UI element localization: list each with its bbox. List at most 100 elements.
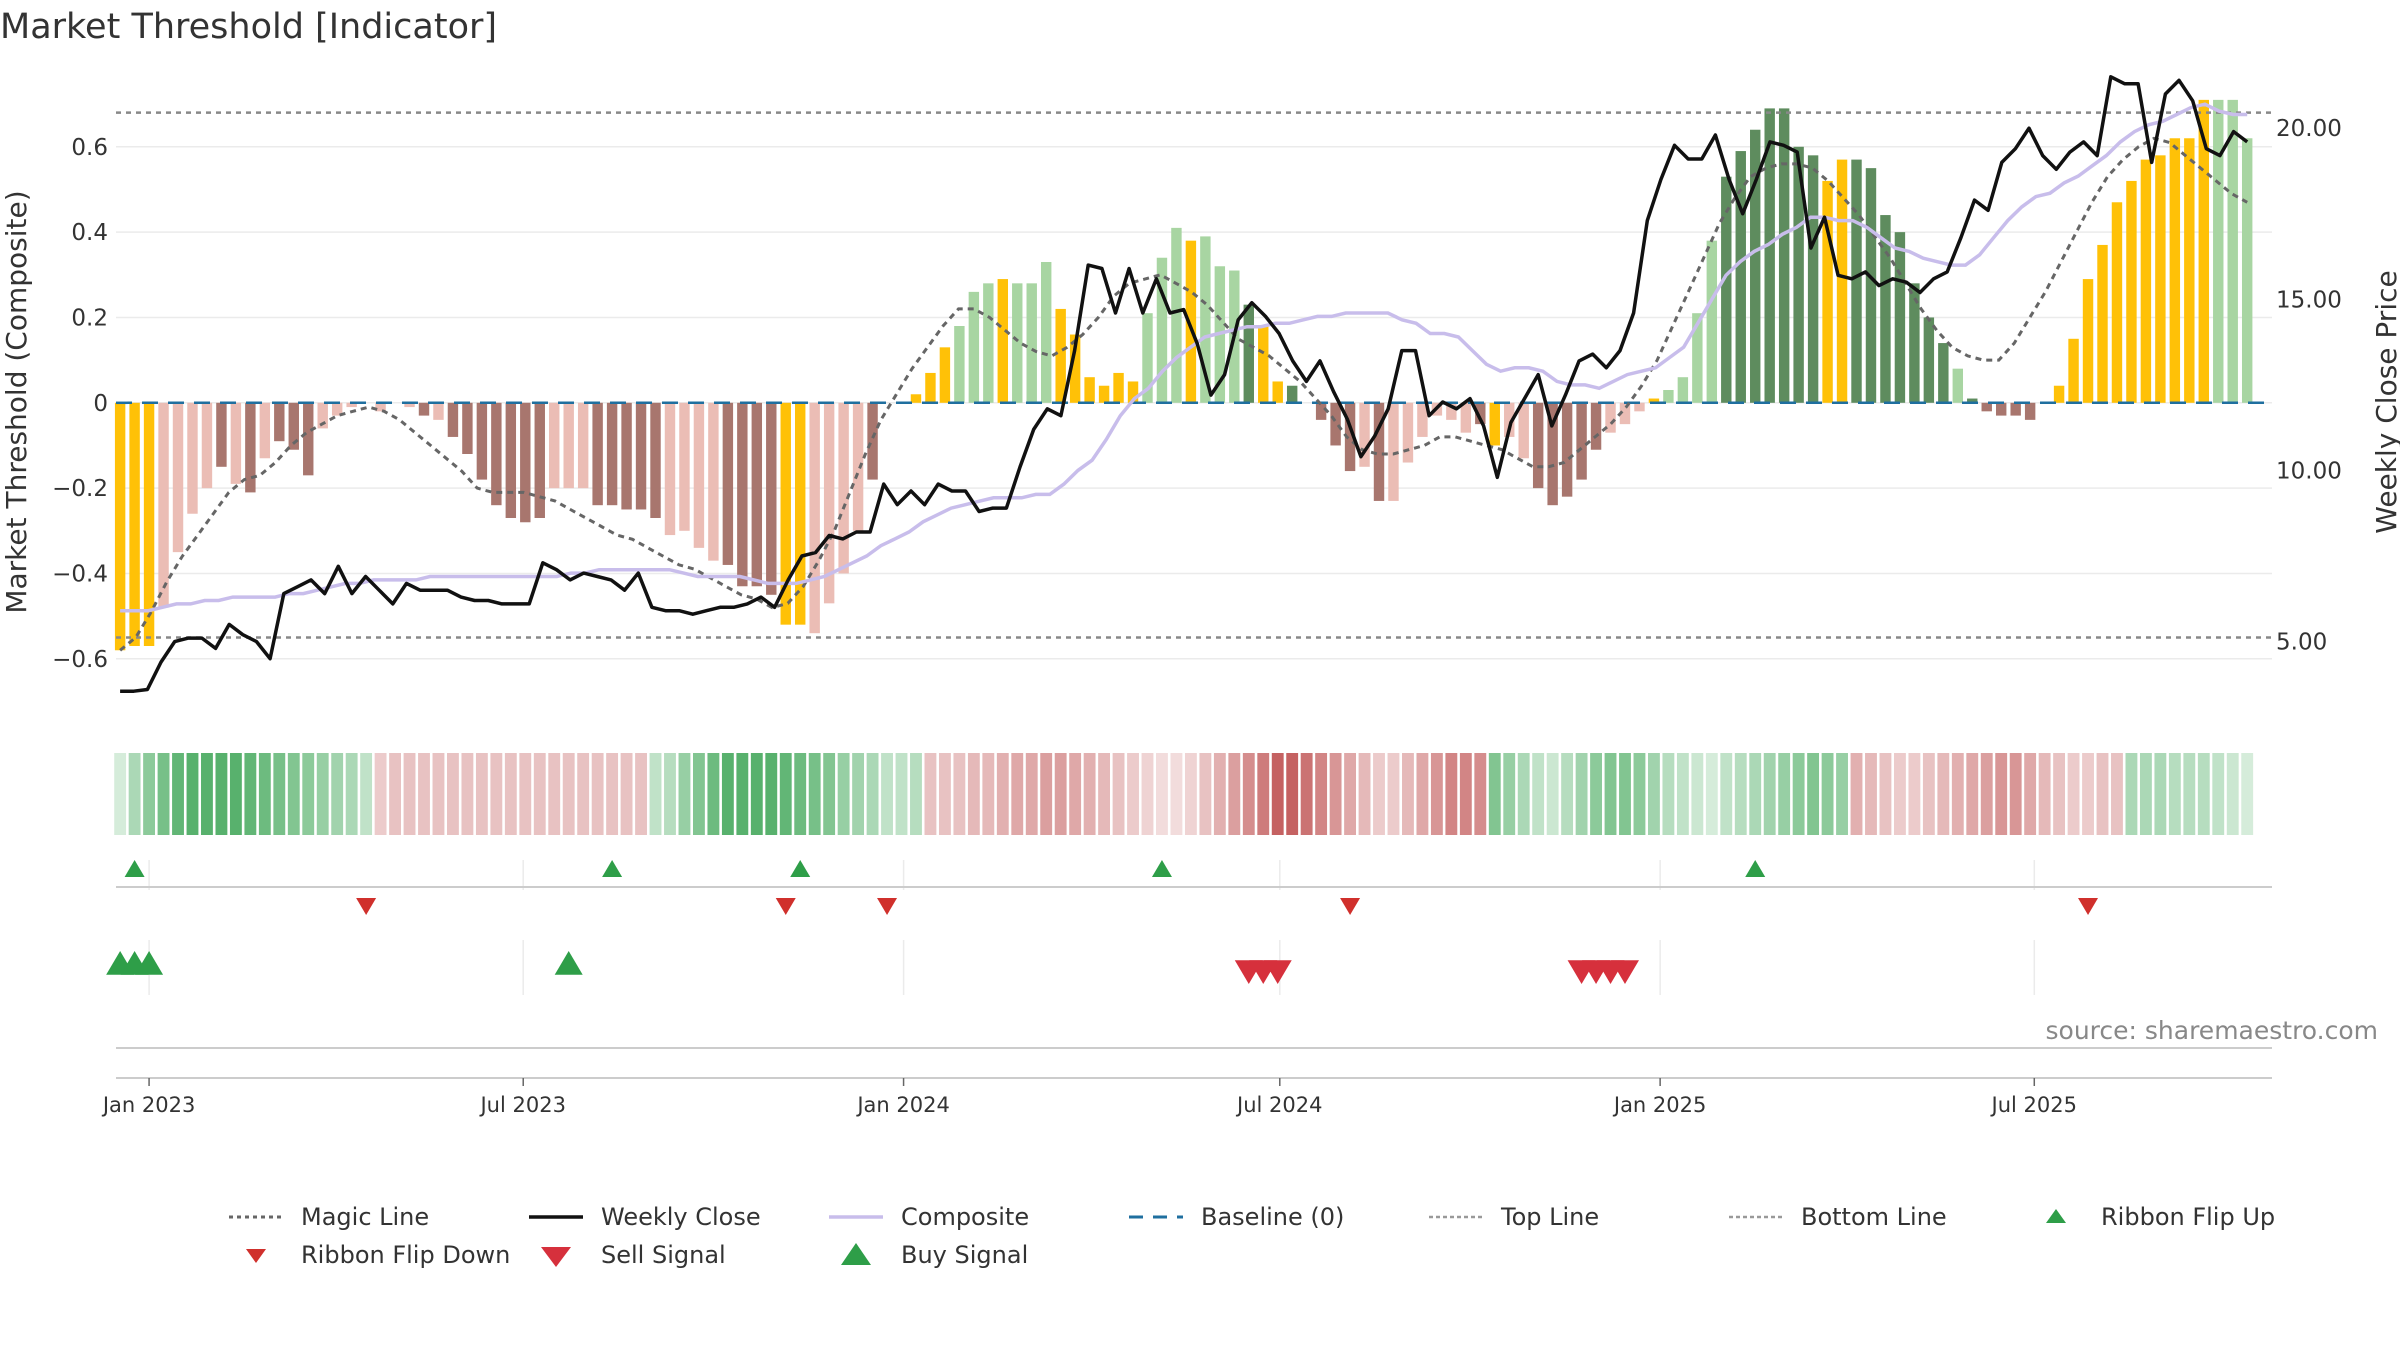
magic-line <box>119 136 2248 652</box>
composite-bar <box>766 402 777 595</box>
legend-label: Top Line <box>1501 1203 1600 1231</box>
ribbon-cell <box>1098 753 1111 835</box>
composite-bar <box>317 402 328 429</box>
ribbon-cell <box>1011 753 1024 835</box>
ribbon-cell <box>201 753 213 835</box>
ribbon-flip-up-marker <box>1745 860 1766 877</box>
legend-item: Ribbon Flip Down <box>225 1236 510 1274</box>
ribbon-cell <box>186 753 199 835</box>
ribbon-flip-down-marker <box>356 898 377 915</box>
ribbon-cell <box>2038 753 2051 835</box>
ribbon-cell <box>1257 753 1270 835</box>
ribbon-cell <box>519 753 532 835</box>
ribbon-cell <box>403 753 416 835</box>
ribbon-cell <box>1734 753 1747 835</box>
ribbon-cell <box>1705 753 1718 835</box>
composite-bar <box>245 402 256 493</box>
ribbon-cell <box>996 753 1009 835</box>
ribbon-cell <box>2168 753 2181 835</box>
composite-bar <box>867 402 878 480</box>
ribbon-flip-up-marker <box>790 860 811 877</box>
composite-bar <box>1576 402 1587 480</box>
composite-bar <box>708 402 719 561</box>
composite-bar <box>2068 338 2079 403</box>
ribbon-cell <box>1459 753 1472 835</box>
composite-bar <box>751 402 763 587</box>
composite-bar <box>1880 215 1891 403</box>
ribbon-cell <box>1054 753 1067 835</box>
ribbon-cell <box>2212 753 2225 835</box>
ribbon-cell <box>2183 753 2196 835</box>
ribbon-cell <box>1141 753 1154 835</box>
composite-bar <box>1359 402 1370 467</box>
composite-bar <box>1243 304 1254 403</box>
composite-bar <box>1894 232 1906 403</box>
ribbon-cell <box>2053 753 2066 835</box>
ribbon-cell <box>794 753 807 835</box>
legend-label: Ribbon Flip Down <box>301 1241 511 1269</box>
composite-bar <box>1778 108 1790 403</box>
composite-bar <box>114 402 126 651</box>
ribbon-flip-down-marker <box>877 898 898 915</box>
ribbon-cell <box>172 753 184 835</box>
composite-bar <box>1634 402 1645 412</box>
composite-bar <box>346 402 357 408</box>
ribbon-cell <box>562 753 575 835</box>
composite-bar <box>418 402 430 416</box>
legend-symbol <box>1129 1215 1183 1219</box>
ribbon-cell <box>678 753 691 835</box>
y-left-tick-label: −0.2 <box>52 476 108 502</box>
ribbon-cell <box>1633 753 1646 835</box>
composite-bar <box>331 402 343 416</box>
ribbon-cell <box>1546 753 1559 835</box>
ribbon-cell <box>1112 753 1125 835</box>
composite-bar <box>1344 402 1356 472</box>
composite-bar <box>1981 402 1992 412</box>
composite-bar <box>520 402 531 523</box>
ribbon-cell <box>577 753 590 835</box>
composite-line <box>120 102 2248 613</box>
sell-signal-marker <box>1610 960 1639 984</box>
ribbon-cell <box>1228 753 1241 835</box>
ribbon-cell <box>1778 753 1791 835</box>
composite-bar <box>2213 99 2224 403</box>
composite-bar <box>1185 240 1197 403</box>
ribbon-cell <box>1416 753 1429 835</box>
ribbon-cell <box>1836 753 1848 835</box>
composite-bar <box>997 279 1009 403</box>
composite-bar <box>1098 385 1110 403</box>
composite-bar <box>722 402 734 565</box>
ribbon-cell <box>244 753 257 835</box>
composite-bar <box>549 402 560 489</box>
composite-bar <box>462 402 473 454</box>
ribbon-cell <box>1430 753 1443 835</box>
ribbon-cell <box>2154 753 2167 835</box>
ribbon-cell <box>331 753 344 835</box>
ribbon-cell <box>128 753 141 835</box>
ribbon-cell <box>910 753 922 835</box>
composite-bar <box>925 372 936 403</box>
buy-signal-marker <box>135 951 164 975</box>
composite-bar <box>1200 236 1211 403</box>
ribbon-cell <box>765 753 778 835</box>
ribbon-cell <box>1691 753 1704 835</box>
ribbon-flip-down-marker <box>2078 898 2099 915</box>
composite-bar <box>1952 368 1964 403</box>
composite-bar <box>1706 240 1718 403</box>
ribbon-cell <box>345 753 358 835</box>
ribbon-cell <box>967 753 980 835</box>
composite-bar <box>592 402 603 506</box>
ribbon-cell <box>504 753 517 835</box>
legend-symbol <box>829 1215 883 1219</box>
legend-item: Composite <box>825 1198 1029 1236</box>
composite-bar <box>2082 279 2094 403</box>
ribbon-cell <box>287 753 300 835</box>
ribbon-cell <box>1069 753 1082 835</box>
legend-label: Weekly Close <box>601 1203 761 1231</box>
ribbon-cell <box>1488 753 1501 835</box>
x-tick-label: Jan 2023 <box>101 1093 196 1117</box>
composite-bar <box>375 402 386 412</box>
y-left-tick-label: 0 <box>93 391 108 417</box>
ribbon-cell <box>953 753 966 835</box>
